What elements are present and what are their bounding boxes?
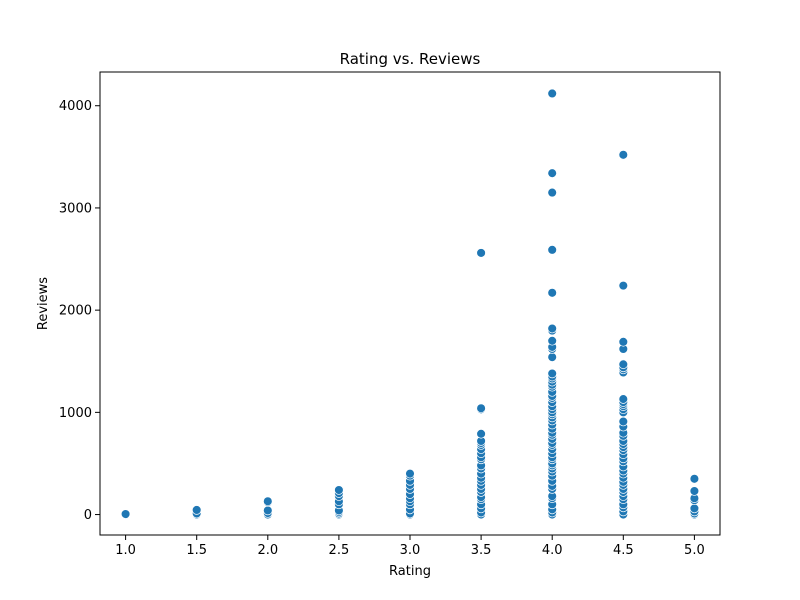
y-tick-label: 0 — [84, 508, 92, 523]
x-tick-label: 5.0 — [684, 543, 705, 558]
data-point — [263, 496, 273, 507]
data-point — [689, 486, 700, 496]
data-point — [476, 248, 486, 258]
y-axis-label: Reviews — [36, 277, 51, 330]
chart-title: Rating vs. Reviews — [340, 50, 481, 68]
data-point — [618, 394, 629, 404]
data-point — [547, 368, 557, 379]
data-point — [120, 509, 131, 519]
data-point — [547, 245, 557, 255]
data-point — [618, 416, 629, 427]
x-axis-label: Rating — [389, 564, 431, 579]
x-axis-ticks: 1.0 1.5 2.0 2.5 3.0 3.5 4.0 4.5 5.0 — [115, 535, 705, 558]
x-tick-label: 3.5 — [471, 543, 492, 558]
data-point — [334, 485, 344, 495]
data-point — [405, 468, 415, 479]
y-tick-label: 2000 — [59, 304, 92, 319]
data-point — [618, 280, 629, 291]
x-tick-label: 2.5 — [329, 543, 350, 558]
points-layer — [120, 88, 700, 520]
data-point — [618, 150, 629, 160]
data-point — [547, 187, 557, 198]
data-point — [547, 323, 557, 334]
data-point — [689, 503, 700, 514]
y-tick-label: 4000 — [59, 99, 92, 114]
data-point — [618, 359, 629, 370]
data-point — [476, 403, 486, 414]
x-tick-label: 1.0 — [115, 543, 136, 558]
x-tick-label: 3.0 — [400, 543, 421, 558]
x-tick-label: 4.5 — [613, 543, 634, 558]
data-point — [476, 429, 486, 439]
y-axis-ticks: 0 1000 2000 3000 4000 — [59, 99, 100, 523]
y-tick-label: 1000 — [59, 406, 92, 421]
data-point — [547, 168, 557, 178]
data-point — [191, 505, 202, 515]
x-tick-label: 1.5 — [186, 543, 207, 558]
data-point — [689, 474, 700, 484]
data-point — [547, 352, 557, 362]
x-tick-label: 2.0 — [257, 543, 278, 558]
data-point — [547, 288, 557, 298]
x-tick-label: 4.0 — [542, 543, 563, 558]
y-tick-label: 3000 — [59, 201, 92, 216]
plot-frame — [99, 71, 721, 536]
data-point — [618, 337, 629, 347]
data-point — [263, 505, 273, 516]
data-point — [547, 88, 557, 99]
data-point — [547, 336, 557, 346]
